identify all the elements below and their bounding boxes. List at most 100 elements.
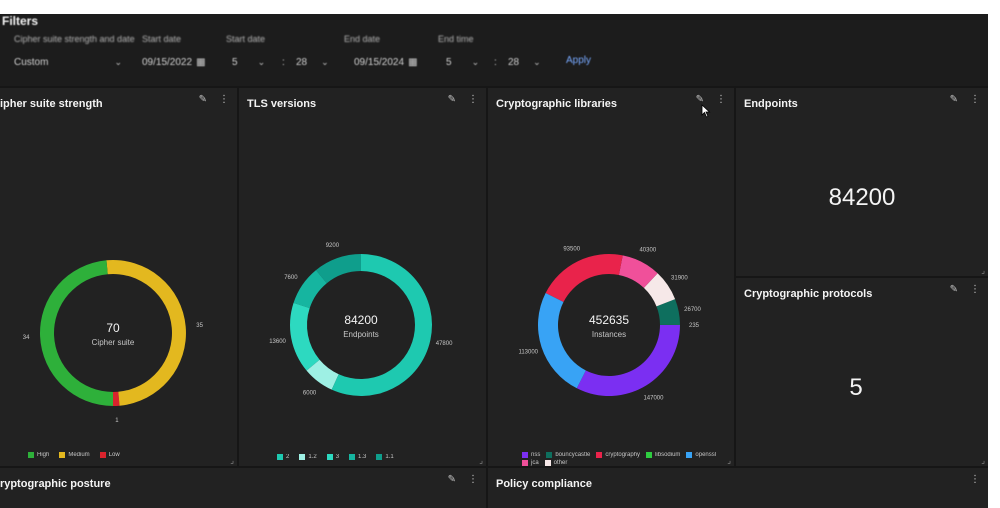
chevron-down-icon: ⌄ (257, 56, 266, 67)
overflow-menu-icon[interactable]: ⋮ (219, 94, 229, 105)
edit-icon[interactable]: ✎ (949, 94, 958, 105)
legend-swatch (522, 452, 528, 458)
legend-label: 1.1 (385, 454, 394, 460)
filters-title: Filters (2, 14, 39, 28)
chevron-down-icon: ⌄ (533, 56, 541, 67)
range-select-value: Custom (14, 56, 49, 68)
overflow-menu-icon[interactable]: ⋮ (970, 94, 980, 105)
resize-handle-icon[interactable]: ⌟ (479, 456, 483, 465)
start-date-value: 09/15/2022 (142, 56, 193, 68)
slice-value-label: 7600 (284, 275, 298, 281)
legend-item[interactable]: 2 (277, 454, 289, 460)
legend-item[interactable]: Medium (59, 452, 90, 458)
legend-item[interactable]: bouncycastle (546, 452, 590, 458)
resize-handle-icon[interactable]: ⌟ (230, 456, 234, 465)
legend-label: Low (108, 452, 120, 458)
resize-handle-icon[interactable]: ⌟ (981, 266, 985, 275)
donut-slice[interactable] (293, 270, 327, 309)
legend-item[interactable]: libsodium (646, 452, 680, 458)
tile-cryptographic-posture: Cryptographic posture ✎ ⋮ (0, 468, 486, 508)
start-date-input[interactable]: 09/15/2022 ▦ (142, 52, 206, 72)
legend-item[interactable]: jca (522, 460, 539, 466)
donut-slice[interactable] (39, 260, 114, 406)
tile-title: Cryptographic protocols (744, 288, 873, 300)
start-hour-select[interactable]: 5 ⌄ (232, 52, 265, 72)
overflow-menu-icon[interactable]: ⋮ (468, 474, 478, 485)
slice-value-label: 13600 (269, 339, 286, 345)
legend-item[interactable]: High (28, 452, 49, 458)
overflow-menu-icon[interactable]: ⋮ (468, 94, 478, 105)
legend-swatch (686, 452, 693, 458)
calendar-icon: ▦ (196, 56, 206, 68)
chevron-down-icon: ⌄ (321, 56, 329, 67)
calendar-icon: ▦ (408, 56, 418, 68)
legend-swatch (277, 454, 283, 460)
donut-center-value: 84200 (344, 313, 378, 327)
donut-slice[interactable] (113, 391, 120, 406)
edit-icon[interactable]: ✎ (447, 474, 456, 485)
chevron-down-icon: ⌄ (114, 56, 122, 67)
donut-slice[interactable] (331, 254, 432, 396)
start-minute-select[interactable]: 28 ⌄ (296, 52, 329, 72)
donut-slice[interactable] (106, 260, 186, 406)
overflow-menu-icon[interactable]: ⋮ (716, 94, 726, 105)
legend-label: cryptography (605, 452, 641, 458)
donut-slice[interactable] (306, 359, 339, 390)
donut-slice[interactable] (576, 325, 680, 396)
tile-actions: ✎ ⋮ (448, 474, 478, 485)
donut-slice[interactable] (545, 254, 623, 303)
tile-actions: ✎ ⋮ (950, 94, 980, 105)
filter-label-start: Start date (142, 34, 182, 44)
crypto-legend: nss bouncycastle cryptography libsodium … (522, 452, 727, 466)
donut-center-label: Cipher suite (92, 338, 135, 347)
tile-actions: ⋮ (970, 474, 980, 485)
donut-slice[interactable] (315, 254, 361, 284)
overflow-menu-icon[interactable]: ⋮ (970, 284, 980, 295)
legend-item[interactable]: cryptography (596, 452, 640, 458)
tls-legend: 2 1.2 3 1.3 1.1 (277, 454, 397, 460)
tile-actions: ✎ ⋮ (199, 94, 229, 105)
edit-icon[interactable]: ✎ (695, 94, 704, 105)
legend-item[interactable]: 1.2 (299, 454, 317, 460)
legend-swatch (544, 460, 551, 466)
edit-icon[interactable]: ✎ (198, 94, 207, 105)
tile-title: Cryptographic libraries (496, 98, 618, 110)
legend-swatch (376, 454, 383, 460)
legend-item[interactable]: nss (522, 452, 540, 458)
legend-swatch (28, 452, 34, 458)
end-hour-select[interactable]: 5 ⌄ (446, 52, 479, 72)
donut-slice[interactable] (618, 255, 658, 288)
edit-icon[interactable]: ✎ (949, 284, 958, 295)
time-separator: : (282, 56, 285, 68)
tile-cryptographic-libraries: Cryptographic libraries ✎ ⋮ 452635 Insta… (488, 88, 734, 466)
donut-slice[interactable] (656, 299, 680, 325)
tls-donut-chart: 84200 Endpoints 47800 6000 13600 7600 9200 (269, 243, 453, 397)
edit-icon[interactable]: ✎ (447, 94, 456, 105)
donut-slice[interactable] (643, 273, 676, 307)
end-date-input[interactable]: 09/15/2024 ▦ (354, 52, 418, 72)
overflow-menu-icon[interactable]: ⋮ (970, 474, 980, 485)
range-select[interactable]: Custom ⌄ (14, 52, 122, 72)
legend-item[interactable]: 3 (326, 454, 339, 460)
resize-handle-icon[interactable]: ⌟ (727, 456, 731, 465)
donut-slice[interactable] (538, 292, 586, 389)
endpoints-value: 84200 (828, 184, 896, 211)
donut-slice[interactable] (290, 302, 320, 371)
legend-label: jca (531, 460, 539, 466)
tile-title: Endpoints (744, 98, 798, 110)
resize-handle-icon[interactable]: ⌟ (981, 456, 985, 465)
legend-item[interactable]: other (544, 460, 567, 466)
legend-item[interactable]: openssl (686, 452, 716, 458)
end-minute-select[interactable]: 28 ⌄ (508, 52, 541, 72)
legend-item[interactable]: Low (99, 452, 120, 458)
slice-value-label: 40300 (639, 247, 656, 253)
legend-item[interactable]: 1.1 (376, 454, 394, 460)
donut-center-value: 452635 (589, 313, 629, 327)
donut-center-value: 70 (106, 321, 120, 335)
tile-actions: ✎ ⋮ (448, 94, 478, 105)
slice-value-label: 34 (23, 335, 30, 341)
legend-label: 2 (286, 454, 290, 460)
legend-item[interactable]: 1.3 (349, 454, 366, 460)
apply-button[interactable]: Apply (566, 55, 592, 66)
time-separator: : (494, 56, 497, 68)
